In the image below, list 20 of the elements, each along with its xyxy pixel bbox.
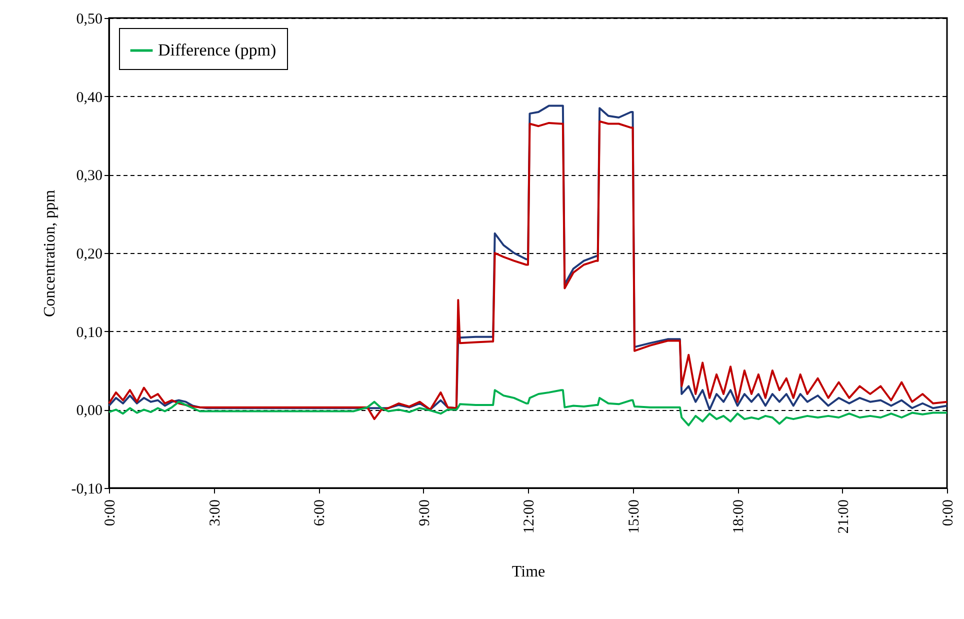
y-tick-label: 0,10 <box>76 324 102 341</box>
x-tick-label: 0:00 <box>102 500 118 526</box>
legend-label: Difference (ppm) <box>158 40 276 60</box>
x-tick-label: 21:00 <box>836 500 852 534</box>
y-tick-label: 0,50 <box>76 12 102 28</box>
x-tick-label: 6:00 <box>312 500 328 526</box>
y-tick-label: 0,40 <box>76 90 102 106</box>
x-tick-label: 0:00 <box>940 500 956 526</box>
x-tick-label: 9:00 <box>416 500 433 526</box>
y-tick-label: 0,20 <box>76 246 102 262</box>
x-tick-label: 15:00 <box>626 500 642 534</box>
y-tick-label: -0,10 <box>71 482 102 498</box>
x-tick-label: 3:00 <box>207 500 224 526</box>
x-tick-label: 18:00 <box>731 500 747 534</box>
y-tick-label: 0,30 <box>76 168 102 184</box>
y-axis-title: Concentration, ppm <box>41 189 58 318</box>
y-tick-label: 0,00 <box>76 403 102 420</box>
x-axis-title: Time <box>512 564 546 581</box>
line-series <box>108 389 948 426</box>
x-tick-label: 12:00 <box>522 500 538 534</box>
